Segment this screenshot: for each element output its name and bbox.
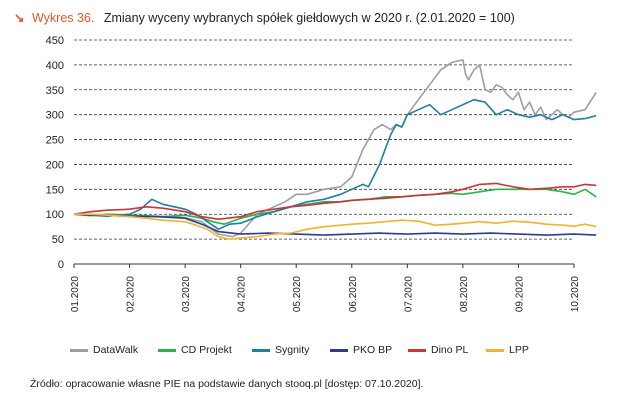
legend-swatch xyxy=(486,348,504,352)
series-line-pko-bp xyxy=(73,213,597,236)
y-tick-label: 300 xyxy=(46,110,64,122)
y-tick-label: 250 xyxy=(46,135,64,147)
legend-item: LPP xyxy=(486,344,529,356)
legend-label: DataWalk xyxy=(93,344,139,356)
legend-label: CD Projekt xyxy=(181,344,232,356)
x-tick-label: 06.2020 xyxy=(348,276,359,313)
y-tick-label: 0 xyxy=(58,259,64,271)
series-line-dino-pl xyxy=(73,182,597,220)
x-tick-label: 08.2020 xyxy=(459,276,470,313)
series-line-lpp xyxy=(74,213,597,240)
legend-label: LPP xyxy=(509,344,529,356)
legend-swatch xyxy=(408,348,426,352)
legend-swatch xyxy=(158,348,176,352)
x-tick-label: 07.2020 xyxy=(403,276,414,313)
legend-item: DataWalk xyxy=(70,344,138,356)
legend-label: Sygnity xyxy=(275,344,310,356)
legend-swatch xyxy=(330,348,348,352)
series-line-sygnity xyxy=(73,98,597,230)
legend-swatch xyxy=(252,348,270,352)
x-tick-label: 03.2020 xyxy=(181,276,192,313)
x-tick-label: 05.2020 xyxy=(292,276,303,313)
y-tick-label: 50 xyxy=(52,234,64,246)
legend-item: Dino PL xyxy=(408,344,468,356)
x-tick-label: 02.2020 xyxy=(126,276,137,313)
series-line-datawalk xyxy=(73,59,597,238)
source-note: Źródło: opracowanie własne PIE na podsta… xyxy=(30,378,424,390)
y-tick-label: 400 xyxy=(46,60,64,72)
y-tick-label: 200 xyxy=(46,159,64,171)
arrow-icon: ↘ xyxy=(14,11,25,25)
x-tick-label: 10.2020 xyxy=(570,276,581,313)
legend-item: PKO BP xyxy=(330,344,392,356)
chart-title-text: Zmiany wyceny wybranych spółek giełdowyc… xyxy=(103,11,515,25)
legend-label: Dino PL xyxy=(431,344,469,356)
legend-item: CD Projekt xyxy=(158,344,232,356)
chart-title: ↘ Wykres 36. Zmiany wyceny wybranych spó… xyxy=(14,10,515,25)
y-tick-label: 100 xyxy=(46,209,64,221)
x-tick-label: 09.2020 xyxy=(514,276,525,313)
y-tick-label: 350 xyxy=(46,85,64,97)
y-tick-label: 450 xyxy=(46,35,64,47)
x-tick-label: 04.2020 xyxy=(237,276,248,313)
legend-label: PKO BP xyxy=(353,344,393,356)
legend-swatch xyxy=(70,348,88,352)
legend-item: Sygnity xyxy=(252,344,309,356)
chart-number: Wykres 36. xyxy=(31,11,95,25)
x-tick-label: 01.2020 xyxy=(70,276,81,313)
y-tick-label: 150 xyxy=(46,184,64,196)
